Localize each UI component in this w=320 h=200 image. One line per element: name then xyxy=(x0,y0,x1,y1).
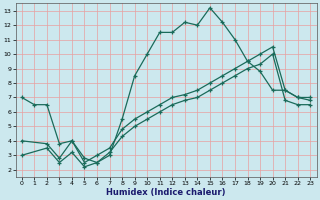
X-axis label: Humidex (Indice chaleur): Humidex (Indice chaleur) xyxy=(106,188,226,197)
